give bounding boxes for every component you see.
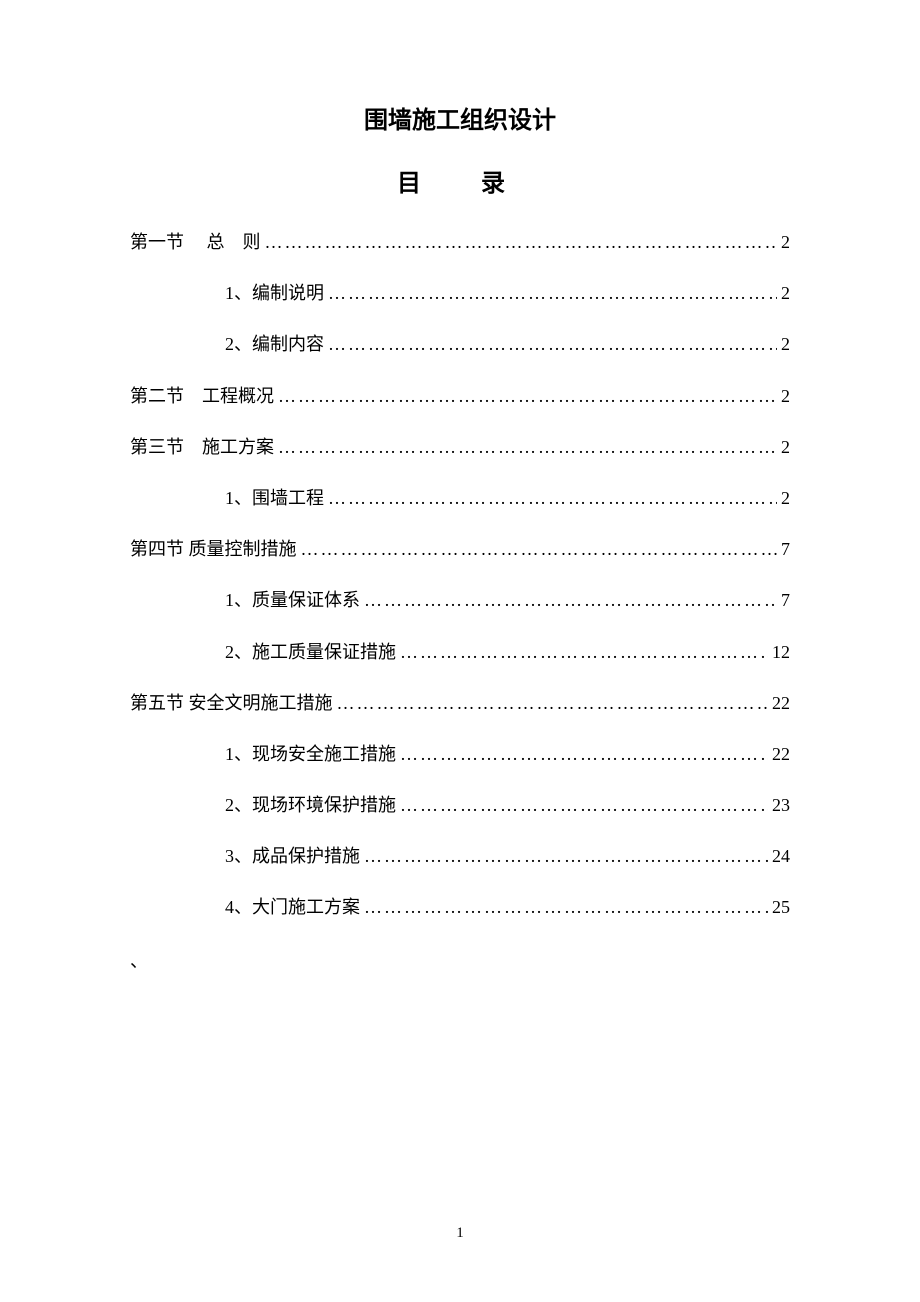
toc-entry-page: 23 bbox=[772, 793, 790, 818]
toc-entry: 3、成品保护措施 24 bbox=[130, 844, 790, 869]
toc-entry-label: 2、现场环境保护措施 bbox=[225, 793, 396, 818]
toc-entry-page: 25 bbox=[772, 895, 790, 920]
toc-entry: 1、编制说明 2 bbox=[130, 281, 790, 306]
toc-leader bbox=[278, 435, 777, 460]
toc-entry-label: 第二节 工程概况 bbox=[130, 384, 274, 409]
toc-entry: 4、大门施工方案 25 bbox=[130, 895, 790, 920]
toc-leader bbox=[400, 742, 768, 767]
toc-entry: 1、围墙工程 2 bbox=[130, 486, 790, 511]
toc-entry-page: 22 bbox=[772, 691, 790, 716]
toc-leader bbox=[364, 844, 768, 869]
toc-entry: 2、现场环境保护措施 23 bbox=[130, 793, 790, 818]
toc-entry: 1、质量保证体系 7 bbox=[130, 588, 790, 613]
toc-leader bbox=[364, 588, 777, 613]
toc-leader bbox=[364, 895, 768, 920]
trailing-mark: 、 bbox=[130, 947, 790, 973]
toc-entry-label: 第四节 质量控制措施 bbox=[130, 537, 297, 562]
toc-entry-label: 1、编制说明 bbox=[225, 281, 324, 306]
toc-leader bbox=[328, 281, 777, 306]
toc-leader bbox=[328, 486, 777, 511]
toc-entry-page: 24 bbox=[772, 844, 790, 869]
toc-entry: 第二节 工程概况 2 bbox=[130, 384, 790, 409]
toc-entry: 2、施工质量保证措施 12 bbox=[130, 640, 790, 665]
toc-entry-page: 2 bbox=[781, 332, 790, 357]
toc-entry-page: 2 bbox=[781, 281, 790, 306]
toc-entry-page: 12 bbox=[772, 640, 790, 665]
toc-entry-label: 第一节 总 则 bbox=[130, 230, 261, 255]
toc-entry-label: 1、质量保证体系 bbox=[225, 588, 360, 613]
toc-heading: 目 录 bbox=[130, 163, 790, 198]
toc-leader bbox=[278, 384, 777, 409]
toc-entry-page: 2 bbox=[781, 230, 790, 255]
toc-entry: 第五节 安全文明施工措施 22 bbox=[130, 691, 790, 716]
toc-entry-label: 第五节 安全文明施工措施 bbox=[130, 691, 333, 716]
toc-leader bbox=[328, 332, 777, 357]
toc-entry-label: 1、围墙工程 bbox=[225, 486, 324, 511]
toc-entry-page: 2 bbox=[781, 486, 790, 511]
toc-entry-page: 2 bbox=[781, 384, 790, 409]
toc-leader bbox=[400, 640, 768, 665]
toc-entry-label: 3、成品保护措施 bbox=[225, 844, 360, 869]
toc-entry-page: 7 bbox=[781, 588, 790, 613]
toc-entry-label: 2、施工质量保证措施 bbox=[225, 640, 396, 665]
toc-entry-label: 2、编制内容 bbox=[225, 332, 324, 357]
toc-entry-page: 7 bbox=[781, 537, 790, 562]
toc-leader bbox=[301, 537, 778, 562]
toc-entry: 第一节 总 则 2 bbox=[130, 230, 790, 255]
toc-leader bbox=[337, 691, 769, 716]
page-number: 1 bbox=[0, 1225, 920, 1242]
document-title: 围墙施工组织设计 bbox=[130, 100, 790, 135]
toc-leader bbox=[400, 793, 768, 818]
toc-leader bbox=[265, 230, 778, 255]
toc-entry-label: 1、现场安全施工措施 bbox=[225, 742, 396, 767]
toc-entry-page: 2 bbox=[781, 435, 790, 460]
toc-container: 第一节 总 则 21、编制说明 22、编制内容 2第二节 工程概况 2第三节 施… bbox=[130, 230, 790, 921]
toc-entry-page: 22 bbox=[772, 742, 790, 767]
toc-entry: 第四节 质量控制措施 7 bbox=[130, 537, 790, 562]
toc-entry: 第三节 施工方案 2 bbox=[130, 435, 790, 460]
toc-entry-label: 4、大门施工方案 bbox=[225, 895, 360, 920]
toc-entry: 2、编制内容 2 bbox=[130, 332, 790, 357]
toc-entry-label: 第三节 施工方案 bbox=[130, 435, 274, 460]
toc-entry: 1、现场安全施工措施 22 bbox=[130, 742, 790, 767]
